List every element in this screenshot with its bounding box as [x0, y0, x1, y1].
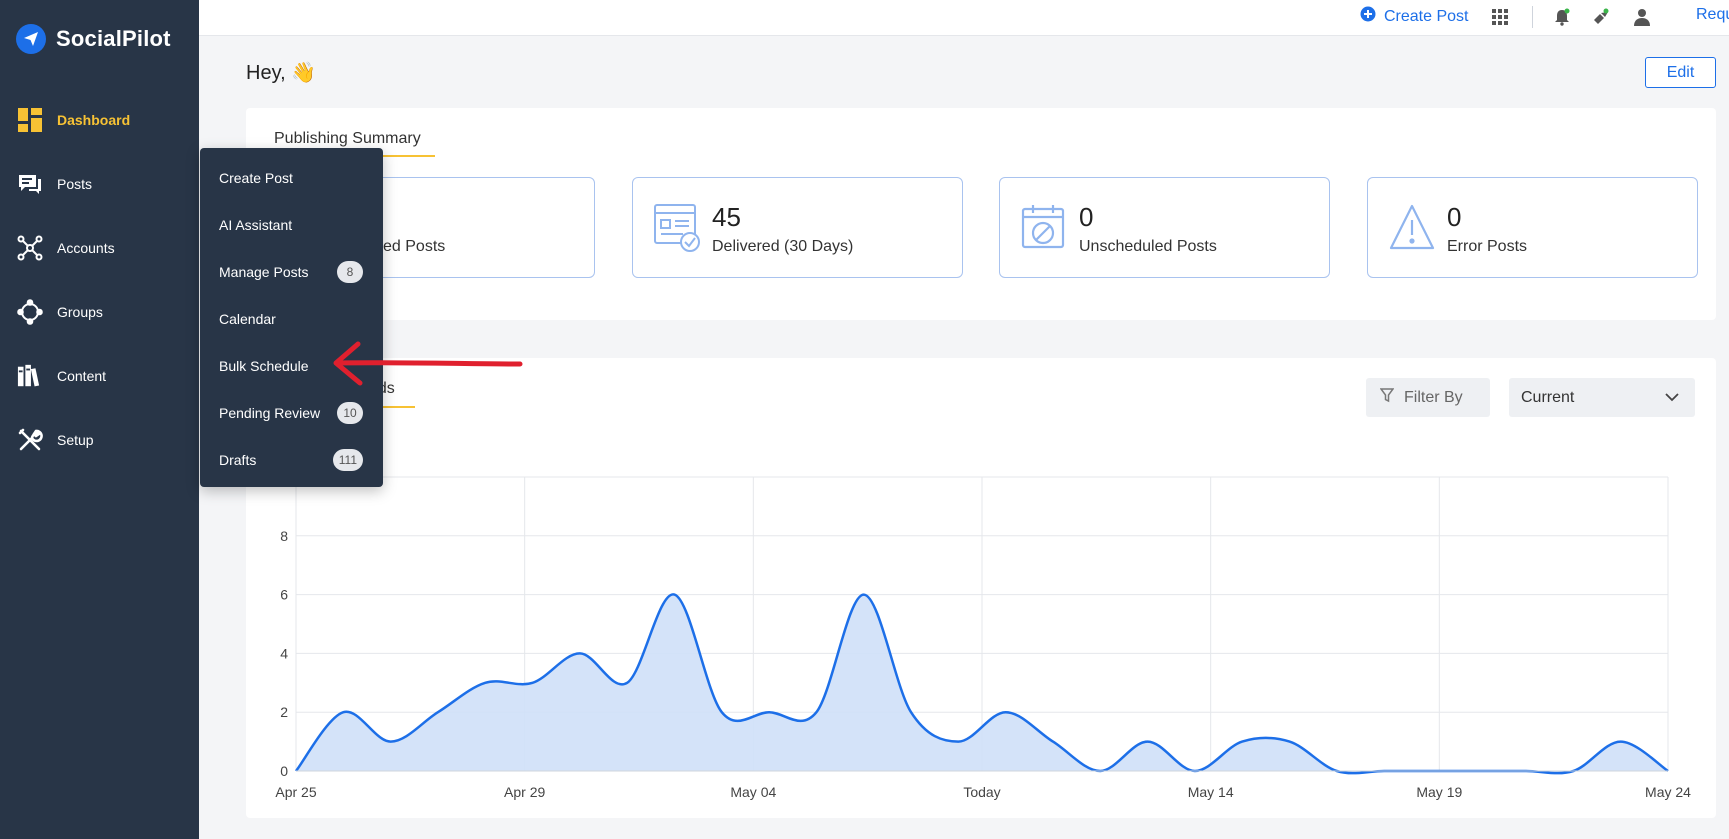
- menu-item-manage-posts[interactable]: Manage Posts 8: [200, 248, 383, 295]
- series-area: [296, 594, 1668, 774]
- sidebar-item-content[interactable]: Content: [0, 344, 199, 408]
- x-tick-label: Apr 25: [275, 784, 316, 800]
- menu-item-label: Drafts: [219, 451, 257, 468]
- unscheduled-icon: [1020, 202, 1068, 254]
- menu-item-label: Manage Posts: [219, 263, 309, 280]
- filter-by-label: Filter By: [1404, 388, 1463, 406]
- top-divider: [1532, 6, 1533, 28]
- count-badge: 8: [337, 260, 363, 283]
- menu-item-label: Pending Review: [219, 404, 321, 421]
- dashboard-icon: [17, 107, 43, 133]
- user-profile-icon[interactable]: [1632, 7, 1652, 27]
- warning-icon: [1388, 202, 1436, 254]
- chevron-down-icon: [1665, 389, 1679, 407]
- sidebar-item-posts[interactable]: Posts: [0, 152, 199, 216]
- menu-item-ai-assistant[interactable]: AI Assistant: [200, 201, 383, 248]
- sidebar-item-label: Posts: [57, 176, 93, 192]
- announcement-icon[interactable]: [1591, 7, 1611, 27]
- stat-value: 0: [1079, 202, 1094, 232]
- menu-item-label: Calendar: [219, 310, 276, 327]
- socialpilot-logo-icon: [16, 24, 46, 54]
- sidebar-item-accounts[interactable]: Accounts: [0, 216, 199, 280]
- y-tick-label: 6: [280, 587, 288, 603]
- menu-item-bulk-schedule[interactable]: Bulk Schedule: [200, 342, 383, 389]
- plus-circle-icon: [1360, 6, 1376, 27]
- edit-button[interactable]: Edit: [1645, 57, 1716, 88]
- filter-icon: [1379, 387, 1395, 408]
- stat-label: Error Posts: [1447, 238, 1528, 255]
- post-trends-chart: 0 2 4 6 8 Apr 25 Apr 29 May 04 Today May 14 May 19…: [275, 476, 1691, 800]
- stat-label: Unscheduled Posts: [1079, 238, 1217, 255]
- delivered-icon: [653, 202, 701, 254]
- period-select-value: Current: [1521, 388, 1575, 406]
- menu-item-create-post[interactable]: Create Post: [200, 154, 383, 201]
- sidebar-item-label: Setup: [57, 432, 94, 448]
- y-tick-label: 0: [280, 763, 288, 779]
- create-post-label: Create Post: [1384, 7, 1469, 25]
- publishing-summary-title: Publishing Summary: [274, 130, 421, 147]
- sidebar-item-dashboard[interactable]: Dashboard: [0, 88, 199, 152]
- unscheduled-posts-stat[interactable]: 0 Unscheduled Posts: [999, 177, 1330, 278]
- menu-item-drafts[interactable]: Drafts 111: [200, 436, 383, 483]
- accounts-icon: [17, 235, 43, 261]
- x-tick-label: Apr 29: [504, 784, 545, 800]
- period-select[interactable]: Current: [1509, 378, 1695, 417]
- menu-item-label: Bulk Schedule: [219, 357, 309, 374]
- sidebar-item-groups[interactable]: Groups: [0, 280, 199, 344]
- y-tick-label: 4: [280, 645, 288, 661]
- sidebar-nav: Dashboard Posts Accounts Groups Content: [0, 88, 199, 472]
- greeting: Hey, 👋: [246, 62, 317, 84]
- menu-item-pending-review[interactable]: Pending Review 10: [200, 389, 383, 436]
- x-tick-label: May 24: [1645, 784, 1691, 800]
- x-tick-label: Today: [963, 784, 1000, 800]
- y-tick-label: 2: [280, 704, 288, 720]
- content-icon: [17, 363, 43, 389]
- annotation-arrow-icon: [333, 341, 523, 386]
- sidebar: SocialPilot Dashboard Posts Accounts Gro…: [0, 0, 199, 839]
- request-link[interactable]: Request: [1696, 6, 1729, 23]
- stat-value: 0: [1447, 202, 1462, 232]
- x-tick-label: May 04: [730, 784, 776, 800]
- setup-icon: [17, 427, 43, 453]
- sidebar-item-label: Dashboard: [57, 112, 131, 128]
- menu-item-label: Create Post: [219, 169, 293, 186]
- count-badge: 111: [332, 448, 363, 471]
- top-bar: Create Post Request: [199, 0, 1729, 36]
- stat-label: ed Posts: [383, 238, 446, 255]
- sidebar-item-label: Accounts: [57, 240, 115, 256]
- brand[interactable]: SocialPilot: [16, 24, 171, 54]
- notification-bell-icon[interactable]: [1552, 7, 1572, 27]
- menu-item-label: AI Assistant: [219, 216, 293, 233]
- posts-menu-popup: Create Post AI Assistant Manage Posts 8 C…: [200, 148, 383, 487]
- groups-icon: [17, 299, 43, 325]
- x-tick-label: May 14: [1188, 784, 1234, 800]
- stat-value: 45: [712, 202, 741, 232]
- apps-grid-icon[interactable]: [1490, 7, 1510, 27]
- menu-item-calendar[interactable]: Calendar: [200, 295, 383, 342]
- stat-label: Delivered (30 Days): [712, 238, 854, 255]
- create-post-link[interactable]: Create Post: [1360, 6, 1468, 27]
- x-tick-label: May 19: [1416, 784, 1462, 800]
- filter-by-button[interactable]: Filter By: [1366, 378, 1490, 417]
- delivered-posts-stat[interactable]: 45 Delivered (30 Days): [632, 177, 963, 278]
- posts-icon: [17, 171, 43, 197]
- brand-name: SocialPilot: [56, 26, 171, 51]
- sidebar-item-setup[interactable]: Setup: [0, 408, 199, 472]
- error-posts-stat[interactable]: 0 Error Posts: [1367, 177, 1698, 278]
- sidebar-item-label: Groups: [57, 304, 103, 320]
- sidebar-item-label: Content: [57, 368, 107, 384]
- count-badge: 10: [337, 401, 363, 424]
- y-tick-label: 8: [280, 528, 288, 544]
